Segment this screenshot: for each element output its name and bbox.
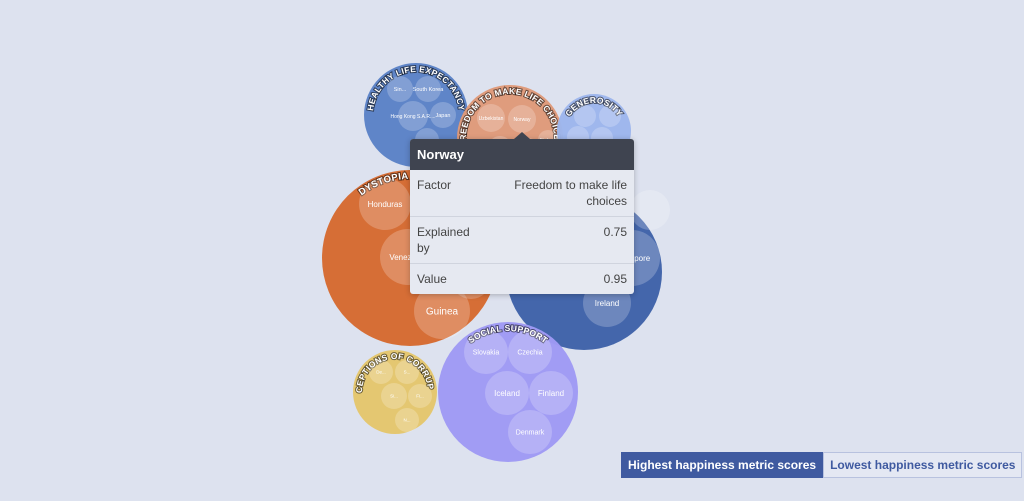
country-label: Denmark <box>516 429 545 436</box>
tooltip-value: 0.95 <box>486 263 634 294</box>
tooltip-row: Explained by 0.75 <box>410 216 634 264</box>
country-bubble[interactable] <box>395 360 419 384</box>
country-label: Ireland <box>595 299 619 308</box>
country-bubble[interactable] <box>508 330 552 374</box>
tooltip-value: Freedom to make life choices <box>514 178 627 208</box>
tooltip-title: Norway <box>410 139 634 170</box>
group-bubble[interactable] <box>438 322 578 462</box>
tooltip-caret <box>514 132 530 139</box>
country-bubble[interactable] <box>508 410 552 454</box>
country-label: N... <box>403 418 410 423</box>
country-label: Uzbekistan <box>479 116 504 122</box>
country-bubble[interactable] <box>599 105 621 127</box>
country-bubble[interactable] <box>395 408 419 432</box>
country-label: South Korea <box>413 87 445 93</box>
country-bubble[interactable] <box>574 105 596 127</box>
country-label: Finland <box>538 389 564 398</box>
country-label: Iceland <box>494 389 520 398</box>
tooltip-row: Factor Freedom to make life choices <box>410 170 634 217</box>
country-bubble[interactable] <box>508 105 536 133</box>
country-label: Slovakia <box>473 349 500 356</box>
tooltip-table: Factor Freedom to make life choices Expl… <box>410 170 634 294</box>
tooltip-value: 0.75 <box>486 216 634 264</box>
tooltip-row: Value 0.95 <box>410 263 634 294</box>
country-label: Fi... <box>416 394 424 399</box>
country-bubble[interactable] <box>408 384 432 408</box>
country-bubble[interactable] <box>477 104 505 132</box>
country-label: Czechia <box>517 349 542 356</box>
country-bubble[interactable] <box>529 371 573 415</box>
highest-scores-button[interactable]: Highest happiness metric scores <box>621 452 824 478</box>
group-bubble[interactable] <box>353 350 437 434</box>
country-bubble[interactable] <box>387 76 413 102</box>
country-label: Norway <box>514 117 531 123</box>
country-label: Si... <box>390 394 398 399</box>
country-bubble[interactable] <box>369 360 393 384</box>
country-label: De... <box>376 370 386 375</box>
country-label: Honduras <box>368 200 403 209</box>
country-bubble[interactable] <box>359 178 411 230</box>
country-bubble[interactable] <box>381 383 407 409</box>
country-bubble[interactable] <box>485 371 529 415</box>
country-bubble[interactable] <box>415 76 441 102</box>
tooltip-key: Value <box>410 263 486 294</box>
country-bubble[interactable] <box>414 283 470 339</box>
country-label: Hong Kong S.A.R.... <box>390 114 435 120</box>
country-label: Venezuela <box>389 253 427 262</box>
country-bubble[interactable] <box>430 102 456 128</box>
tooltip-key: Factor <box>417 178 452 192</box>
country-label: S... <box>404 370 411 375</box>
country-bubble[interactable] <box>630 190 670 230</box>
tooltip-key: Explained by <box>410 216 486 264</box>
country-label: Japan <box>436 113 451 119</box>
metric-toggle: Highest happiness metric scores Lowest h… <box>621 452 1023 478</box>
country-label: Guinea <box>426 307 459 318</box>
lowest-scores-button[interactable]: Lowest happiness metric scores <box>823 452 1023 478</box>
country-bubble[interactable] <box>464 330 508 374</box>
tooltip: Norway Factor Freedom to make life choic… <box>410 132 634 294</box>
country-bubble[interactable] <box>398 101 428 131</box>
country-label: Sin... <box>394 87 407 93</box>
